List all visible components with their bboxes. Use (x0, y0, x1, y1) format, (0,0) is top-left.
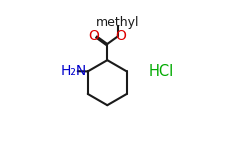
Text: H₂N: H₂N (61, 64, 87, 78)
Text: O: O (115, 29, 126, 43)
Text: methyl: methyl (96, 16, 139, 29)
Text: O: O (88, 29, 99, 43)
Text: HCl: HCl (148, 64, 174, 79)
